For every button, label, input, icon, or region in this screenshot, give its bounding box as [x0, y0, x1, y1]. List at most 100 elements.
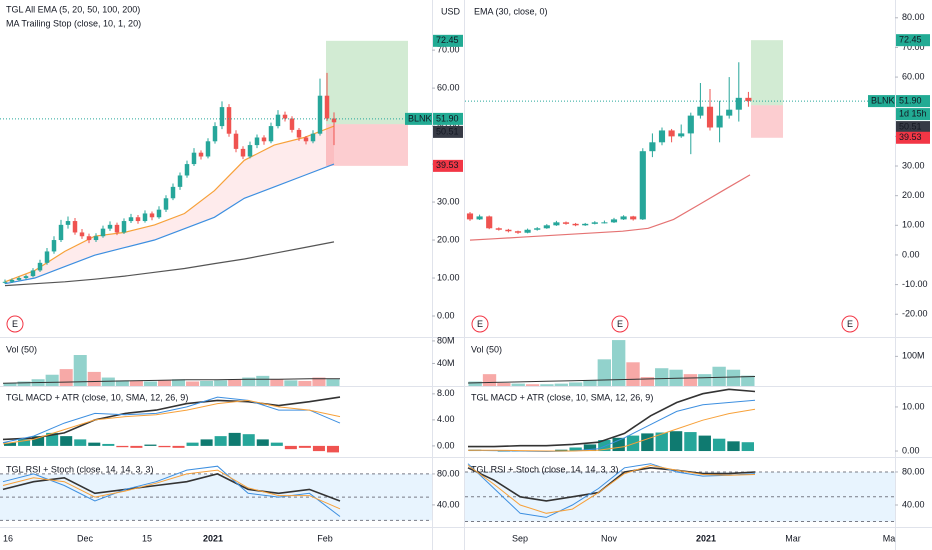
x-tick-label: 15 [142, 533, 152, 543]
indicator-line [4, 163, 335, 285]
candle-body [205, 141, 211, 157]
candle-body [317, 95, 323, 134]
stop-zone [326, 124, 408, 166]
pane-title: TGL MACD + ATR (close, 10, SMA, 12, 26, … [471, 392, 653, 402]
histogram-bar [88, 442, 101, 446]
earnings-text: E [847, 319, 853, 329]
volume-bar [326, 379, 340, 386]
candle-body [135, 217, 141, 222]
histogram-bar [583, 444, 597, 452]
volume-bar [284, 380, 298, 386]
volume-bar [17, 381, 31, 386]
indicator-line [2, 469, 341, 510]
candle-body [219, 107, 225, 127]
legend: MA Trailing Stop (close, 10, 1, 20) [6, 18, 141, 28]
volume-bar [256, 375, 270, 386]
y-tick-label: 100M [902, 351, 925, 361]
candle-body [9, 279, 15, 282]
candle-body [58, 224, 64, 241]
candle-body [65, 221, 71, 225]
y-tick-label: 20.00 [902, 190, 925, 200]
indicator-line [4, 125, 335, 283]
candle-body [324, 95, 330, 119]
indicator-line [2, 465, 341, 517]
earnings-marker [611, 315, 629, 333]
y-tick-label: 10.00 [437, 272, 460, 282]
earnings-text: E [12, 319, 18, 329]
y-tick-label: 0.00 [437, 440, 455, 450]
volume-bar [525, 384, 540, 386]
candle-body [726, 109, 733, 116]
volume-bar [726, 369, 741, 386]
volume-bar [540, 384, 554, 386]
volume-bar [626, 362, 640, 386]
target-zone [326, 40, 408, 125]
candle-body [678, 133, 685, 137]
candle-body [226, 107, 232, 134]
volume-bar [200, 380, 214, 386]
y-tick-label: 80M [437, 335, 455, 345]
target-tag-text: 72.45 [899, 35, 922, 45]
y-tick-label: 30.00 [902, 160, 925, 170]
histogram-bar [242, 434, 255, 446]
candle-body [668, 130, 675, 137]
histogram-bar [284, 445, 297, 450]
candle-body [107, 224, 113, 229]
candle-body [233, 133, 239, 149]
currency: USD [441, 6, 461, 16]
x-tick-label: Mar [785, 533, 801, 543]
candle-body [2, 281, 8, 283]
candle-body [44, 251, 50, 263]
y-tick-label: -10.00 [902, 279, 928, 289]
y-tick-label: 4.00 [437, 414, 455, 424]
indicator-line [467, 376, 756, 384]
candle-body [121, 221, 127, 233]
volume-bar [597, 359, 611, 386]
candle-body [198, 152, 204, 157]
earnings-marker [841, 315, 859, 333]
stop-tag [433, 159, 463, 172]
candle-body [149, 213, 155, 218]
y-tick-label: 60.00 [437, 82, 460, 92]
last-tag [896, 95, 930, 108]
volume-bar [554, 383, 568, 386]
histogram-bar [32, 436, 45, 446]
volume-bar [228, 379, 242, 386]
rsi-band [465, 471, 895, 522]
entry-tag [433, 125, 463, 138]
candle-body [553, 222, 560, 226]
candle-body [591, 222, 598, 224]
x-tick-label: 16 [3, 533, 13, 543]
histogram-bar [298, 445, 311, 448]
ema-cloud [5, 126, 334, 284]
volume-bar [468, 381, 482, 386]
candle-body [79, 232, 85, 237]
volume-bar [101, 377, 115, 386]
candle-body [562, 222, 570, 224]
histogram-bar [186, 442, 199, 446]
y-tick-label: 70.00 [437, 45, 460, 55]
candle-body [72, 221, 78, 233]
y-tick-label: 10.00 [902, 220, 925, 230]
volume-bar [583, 380, 597, 386]
candle-body [93, 236, 99, 241]
volume-bar [186, 381, 200, 386]
candle-body [697, 106, 704, 116]
entry-tag-text: 50.51 [899, 121, 922, 131]
volume-bar [172, 379, 186, 386]
candle-body [16, 278, 22, 280]
histogram-bar [116, 445, 129, 448]
volume-bar [3, 383, 17, 386]
volume-bar [59, 369, 73, 386]
candle-body [687, 115, 694, 134]
candle-body [514, 231, 522, 233]
candle-body [582, 223, 589, 226]
candle-body [268, 126, 274, 142]
candle-body [620, 216, 627, 220]
y-tick-label: 60.00 [902, 71, 925, 81]
y-tick-label: 40M [437, 358, 455, 368]
indicator-line [467, 466, 756, 502]
candle-body [505, 229, 512, 232]
